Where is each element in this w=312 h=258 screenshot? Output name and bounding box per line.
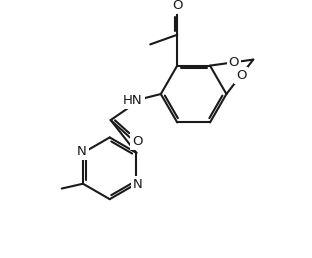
Text: HN: HN — [123, 94, 143, 107]
Text: O: O — [229, 56, 239, 69]
Text: O: O — [172, 0, 183, 12]
Text: O: O — [132, 135, 143, 148]
Text: N: N — [133, 178, 142, 191]
Text: O: O — [236, 69, 246, 82]
Text: N: N — [77, 146, 87, 158]
